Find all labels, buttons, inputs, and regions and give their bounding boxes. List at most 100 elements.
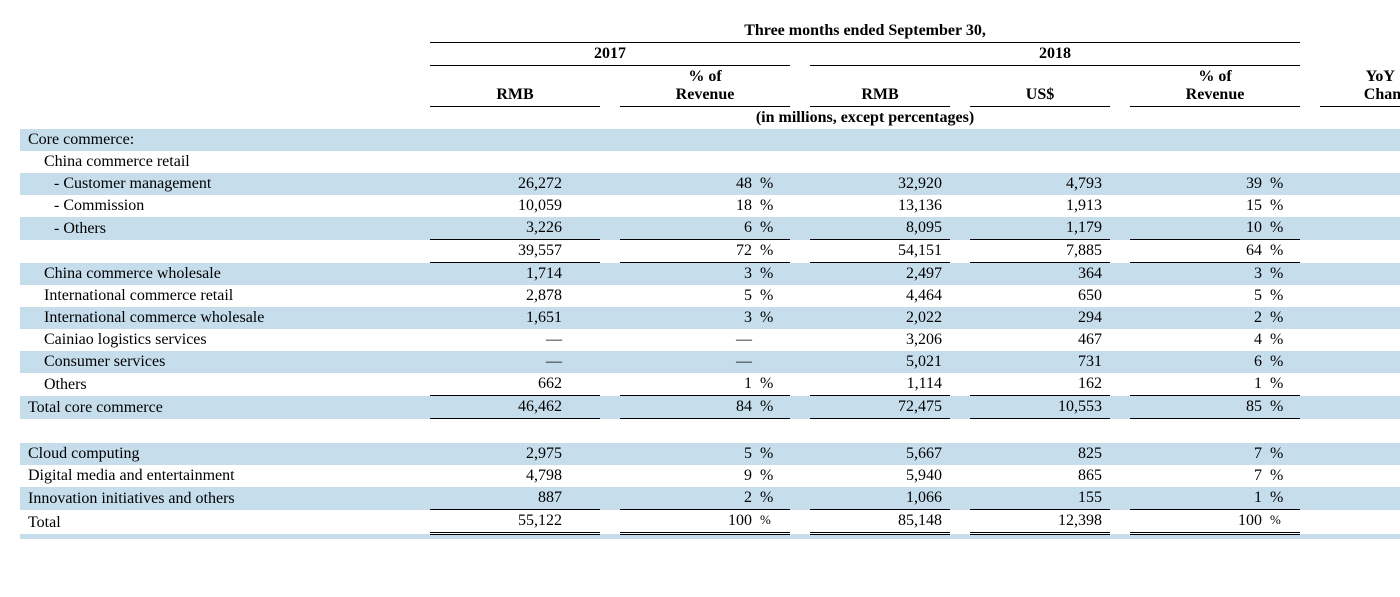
row-intl-retail-label: International commerce retail [20,285,430,307]
cell-intl-retail-yoy: 55% [1320,285,1400,307]
cell-intl-whole-rmb17: 1,651 [430,307,570,329]
header-year-2017: 2017 [430,43,790,66]
cell-others-cr-rmb18: 8,095 [810,217,950,240]
cell-cainiao-pct18: 4 [1130,329,1270,351]
cell-intl-retail-rmb18: 4,464 [810,285,950,307]
cell-others-cr-yoy: 151% [1320,217,1400,240]
col-pctrev-2017: % of Revenue [620,66,790,107]
cell-cust-mgmt-yoy: 25% [1320,173,1400,195]
cell-commission-pct17: 18 [620,195,760,217]
cell-others-cr-pct17: 6 [620,217,760,240]
cell-others-cr-rmb17: 3,226 [430,217,570,240]
row-grand-total-label: Total [20,510,430,534]
cell-china-whole-pct18: 3 [1130,263,1270,286]
cell-core-others-pct18: 1 [1130,373,1270,396]
row-core-others-label: Others [20,373,430,396]
cell-cust-mgmt-rmb17: 26,272 [430,173,570,195]
cell-cloud-usd18: 825 [970,443,1110,465]
cell-china-retail-sub-pct18: 64 [1130,240,1270,263]
cell-intl-retail-usd18: 650 [970,285,1110,307]
row-dme-label: Digital media and entertainment [20,465,430,487]
cell-total-core-rmb17: 46,462 [430,396,570,419]
cell-commission-pct18: 15 [1130,195,1270,217]
cell-commission-rmb17: 10,059 [430,195,570,217]
cell-china-retail-sub-rmb17: 39,557 [430,240,570,263]
row-consumer-label: Consumer services [20,351,430,373]
cell-intl-retail-pct18: 5 [1130,285,1270,307]
cell-cainiao-usd18: 467 [970,329,1110,351]
row-cloud-label: Cloud computing [20,443,430,465]
cell-dme-usd18: 865 [970,465,1110,487]
cell-cust-mgmt-pct17: 48 [620,173,760,195]
cell-cust-mgmt-rmb18: 32,920 [810,173,950,195]
cell-consumer-pct18: 6 [1130,351,1270,373]
cell-commission-rmb18: 13,136 [810,195,950,217]
cell-china-retail-sub-usd18: 7,885 [970,240,1110,263]
cell-consumer-yoy: N/A [1320,351,1400,373]
cell-grand-usd18: 12,398 [970,510,1110,534]
cell-innov-yoy: 20% [1320,487,1400,510]
cell-core-others-rmb18: 1,114 [810,373,950,396]
col-yoy: YoY % Change [1320,66,1400,107]
cell-innov-pct18: 1 [1130,487,1270,510]
cell-consumer-pct17: — [620,351,760,373]
cell-consumer-rmb18: 5,021 [810,351,950,373]
row-intl-whole-label: International commerce wholesale [20,307,430,329]
cell-intl-whole-usd18: 294 [970,307,1110,329]
row-others-cr-label: - Others [20,217,430,240]
cell-intl-retail-pct17: 5 [620,285,760,307]
cell-china-whole-rmb18: 2,497 [810,263,950,286]
cell-innov-rmb17: 887 [430,487,570,510]
cell-core-others-pct17: 1 [620,373,760,396]
cell-cust-mgmt-usd18: 4,793 [970,173,1110,195]
cell-grand-rmb17: 55,122 [430,510,570,534]
col-usd-2018: US$ [970,66,1110,107]
cell-intl-whole-pct17: 3 [620,307,760,329]
cell-china-retail-sub-rmb18: 54,151 [810,240,950,263]
cell-total-core-usd18: 10,553 [970,396,1110,419]
cell-core-others-rmb17: 662 [430,373,570,396]
cell-total-core-yoy: 56% [1320,396,1400,419]
row-china-whole-label: China commerce wholesale [20,263,430,286]
col-pctrev-2018: % of Revenue [1130,66,1300,107]
cell-total-core-rmb18: 72,475 [810,396,950,419]
cell-grand-rmb18: 85,148 [810,510,950,534]
cell-cloud-rmb17: 2,975 [430,443,570,465]
cell-innov-rmb18: 1,066 [810,487,950,510]
cell-china-whole-pct17: 3 [620,263,760,286]
cell-cloud-rmb18: 5,667 [810,443,950,465]
cell-cainiao-yoy: N/A [1320,329,1400,351]
cell-grand-yoy: 54% [1320,510,1400,534]
header-units: (in millions, except percentages) [430,107,1300,130]
cell-china-whole-yoy: 46% [1320,263,1400,286]
subheader-china-retail: China commerce retail [20,151,430,173]
cell-grand-pct17: 100 [620,510,760,534]
row-customer-management-label: - Customer management [20,173,430,195]
cell-cloud-pct17: 5 [620,443,760,465]
cell-intl-whole-pct18: 2 [1130,307,1270,329]
cell-intl-retail-rmb17: 2,878 [430,285,570,307]
cell-cainiao-pct17: — [620,329,760,351]
row-total-core-label: Total core commerce [20,396,430,419]
cell-consumer-rmb17: — [430,351,570,373]
cell-total-core-pct17: 84 [620,396,760,419]
header-period: Three months ended September 30, [430,20,1300,43]
cell-cloud-pct18: 7 [1130,443,1270,465]
cell-consumer-usd18: 731 [970,351,1110,373]
cell-dme-rmb17: 4,798 [430,465,570,487]
cell-cust-mgmt-pct18: 39 [1130,173,1270,195]
cell-core-others-usd18: 162 [970,373,1110,396]
cell-innov-pct17: 2 [620,487,760,510]
cell-innov-usd18: 155 [970,487,1110,510]
cell-dme-yoy: 24% [1320,465,1400,487]
cell-china-whole-usd18: 364 [970,263,1110,286]
cell-dme-pct17: 9 [620,465,760,487]
cell-intl-whole-rmb18: 2,022 [810,307,950,329]
section-core-commerce: Core commerce: [20,129,430,151]
row-cainiao-label: Cainiao logistics services [20,329,430,351]
revenue-breakdown-table: Three months ended September 30, 2017 20… [20,20,1400,539]
cell-grand-pct18: 100 [1130,510,1270,534]
col-rmb-2017: RMB [430,66,600,107]
cell-china-retail-sub-yoy: 37% [1320,240,1400,263]
cell-core-others-yoy: 68% [1320,373,1400,396]
